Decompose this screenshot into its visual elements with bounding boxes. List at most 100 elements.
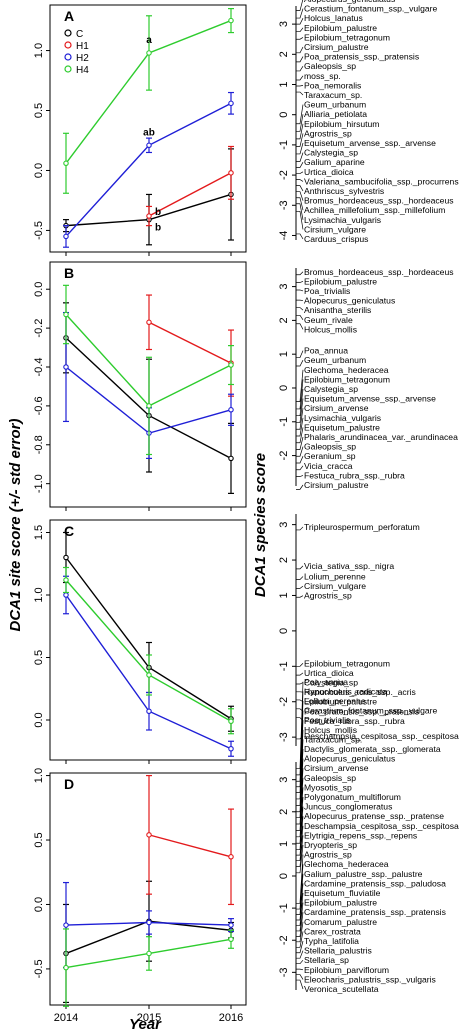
species-leader [296, 398, 304, 423]
y-tick-label: -0.5 [33, 959, 45, 978]
data-point-h4 [63, 160, 69, 167]
x-tick-label: 2015 [137, 1012, 161, 1024]
species-leader [296, 825, 304, 861]
species-leader [296, 152, 304, 162]
species-leader [296, 844, 304, 874]
species-leader [296, 585, 304, 589]
data-point-h4 [146, 50, 152, 56]
species-leader [296, 864, 304, 910]
species-label: Cirsium_arvense [304, 763, 369, 773]
species-label: Tripleurospermum_perforatum [304, 522, 420, 532]
species-label: Agrostris_sp [304, 591, 352, 601]
species-label: Lolium_perenne [304, 572, 366, 582]
data-point-c [228, 455, 234, 462]
y-tick-label: 1.0 [33, 768, 45, 783]
species-leader [296, 323, 304, 330]
legend-marker-h4 [64, 65, 72, 73]
species-leader [296, 816, 304, 856]
species-leader [296, 408, 304, 430]
species-label: Dactylis_glomerata_ssp._glomerata [304, 744, 441, 754]
species-leader [296, 360, 304, 367]
species-label: Calystegia_sp [304, 148, 358, 158]
species-y-tick-label: -1 [278, 140, 290, 150]
species-leader [296, 114, 304, 132]
species-label: Geum_urbanum [304, 355, 366, 365]
species-label: Epilobium_tetragonum [304, 32, 390, 42]
species-leader [296, 210, 304, 230]
species-label: Equisetum_palustre [304, 422, 380, 432]
species-label: Phalaris_arundinacea_var._arundinacea [304, 432, 458, 442]
species-y-tick-label: 2 [278, 809, 290, 815]
significance-label: b [155, 223, 161, 234]
species-label: Ranunculus_acris_ssp._acris [304, 687, 416, 697]
species-leader [296, 233, 304, 240]
species-label: Equisetum_arvense_ssp._arvense [304, 394, 436, 404]
species-label: Anisantha_sterilis [304, 305, 371, 315]
species-label: Achillea_millefolium_ssp._millefolium [304, 205, 445, 215]
data-point-h2 [146, 142, 152, 149]
species-label: Cirsium_palustre [304, 42, 369, 52]
species-y-tick-label: -2 [278, 170, 290, 180]
species-label: Epilobium_palustre [304, 898, 377, 908]
data-point-h4 [63, 311, 69, 318]
species-label: Alopecurus_geniculatus [304, 296, 395, 306]
species-y-tick-label: -2 [278, 451, 290, 461]
species-label: moss_sp. [304, 71, 341, 81]
species-y-tick-label: 3 [278, 777, 290, 783]
species-leader [296, 27, 304, 33]
data-point-h2 [228, 922, 234, 928]
species-leader [296, 436, 304, 450]
species-label: Geranium_sp [304, 451, 356, 461]
species-leader [296, 806, 304, 851]
panel-letter: D [64, 776, 74, 792]
species-label: Taraxacum_sp. [304, 734, 362, 744]
species-leader [296, 796, 304, 844]
species-label: Epilobium_palustre [304, 276, 377, 286]
data-point-h2 [228, 745, 234, 752]
species-label: Epilobium_palustre [304, 697, 377, 707]
species-y-tick-label: 0 [278, 873, 290, 879]
species-label: Vicia_sativa_ssp._nigra [304, 561, 394, 571]
species-label: Cirsium_palustre [304, 480, 369, 490]
species-y-tick-label: 0 [278, 385, 290, 391]
species-label: Myosotis_sp [304, 782, 352, 792]
species-y-tick-label: -1 [278, 661, 290, 671]
species-y-tick-label: 3 [278, 522, 290, 528]
species-leader [296, 185, 304, 192]
data-point-h4 [63, 964, 69, 971]
species-y-tick-label: 2 [278, 557, 290, 563]
species-label: Cardamine_pratensis_ssp._paludosa [304, 878, 446, 888]
species-leader [296, 663, 304, 667]
species-label: Poa_pratensis_ssp._pratensis [304, 706, 419, 716]
species-label: Poa_annua [304, 677, 348, 687]
species-y-tick-label: -2 [278, 935, 290, 945]
species-leader [296, 892, 304, 926]
species-label: Typha_latifolia [304, 936, 359, 946]
species-y-tick-label: 3 [278, 284, 290, 290]
data-point-h1 [146, 213, 152, 219]
species-y-tick-label: -1 [278, 417, 290, 427]
species-label: Epilobium_tetragonum [304, 374, 390, 384]
species-leader [296, 307, 304, 311]
species-label: Alopecurus_pratense_ssp._pratense [304, 811, 444, 821]
species-leader [296, 314, 304, 320]
species-label: Lysimachia_vulgaris [304, 215, 381, 225]
species-label: Calystegia_sp [304, 678, 358, 688]
y-tick-label: 0.5 [33, 832, 45, 847]
y-tick-label: -0.5 [33, 221, 45, 240]
species-label: Holcus_lanatus [304, 13, 363, 23]
series-line-h1 [148, 834, 232, 858]
legend-marker-c [64, 29, 72, 37]
species-label: Epilobium_tetragonum [304, 658, 390, 668]
species-leader [296, 85, 304, 87]
species-label: Galeopsis_sp [304, 442, 356, 452]
data-point-h4 [63, 577, 69, 583]
data-point-h2 [63, 592, 69, 598]
data-point-h1 [228, 170, 234, 176]
species-leader [296, 203, 304, 220]
y-tick-label: -1.0 [33, 474, 45, 493]
species-label: Eleocharis_palustris_ssp._vulgaris [304, 974, 436, 984]
species-label: Holcus_mollis [304, 725, 357, 735]
significance-label: ab [143, 127, 155, 138]
